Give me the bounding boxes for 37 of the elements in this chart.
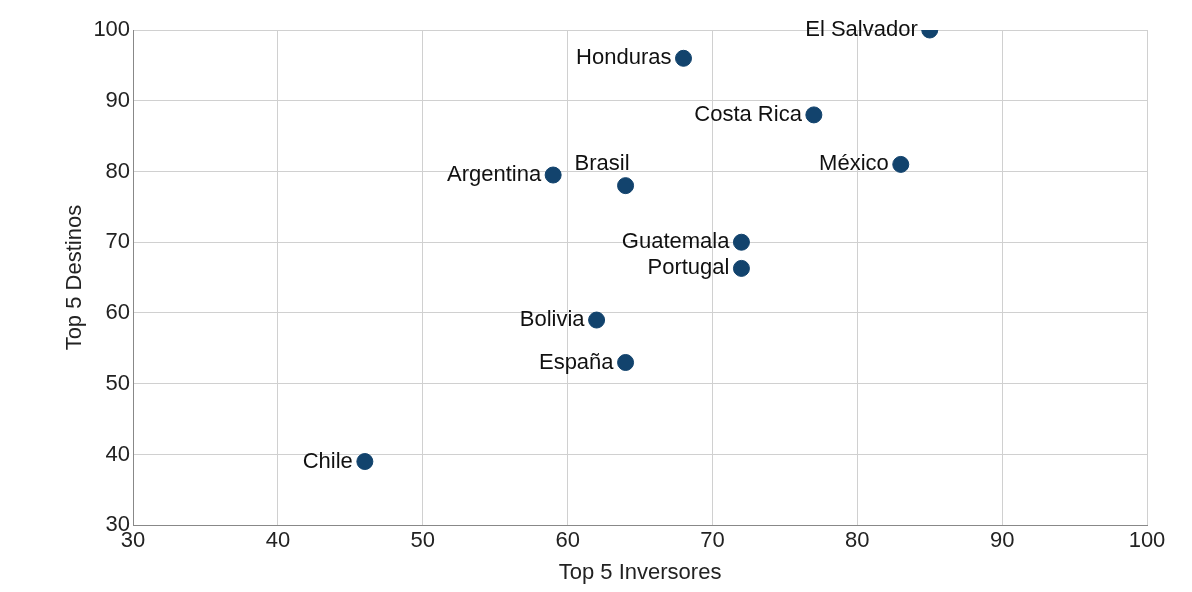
point (617, 353, 635, 371)
x-tick-label: 70 (700, 527, 725, 553)
annotation: Brasil (574, 149, 630, 175)
point (356, 453, 374, 471)
y-tick-label: 80 (105, 157, 131, 183)
annotation: El Salvador (805, 16, 918, 42)
annotation: Honduras (576, 44, 672, 70)
x-tick-label: 50 (410, 527, 436, 553)
x-tick-label: 100 (1128, 527, 1166, 553)
point (588, 311, 606, 329)
x-axis-title: Top 5 Inversores (558, 558, 722, 584)
annotation: Chile (302, 447, 353, 473)
y-tick-label: 40 (105, 440, 131, 466)
annotation: Argentina (446, 161, 542, 187)
y-tick-label: 100 (93, 16, 131, 42)
annotation: México (819, 150, 889, 176)
x-tick-label: 90 (989, 527, 1015, 553)
point (805, 106, 823, 124)
x-tick-label: 80 (845, 527, 870, 553)
y-tick-label: 90 (105, 86, 131, 112)
y-tick-label: 70 (105, 228, 131, 254)
y-tick-label: 50 (105, 369, 131, 395)
point (732, 233, 750, 251)
point (892, 155, 910, 173)
point (544, 166, 562, 184)
annotation: Portugal (647, 254, 730, 280)
y-tick-label: 60 (105, 299, 131, 325)
x-tick-label: 40 (265, 527, 291, 553)
annotation: Bolivia (519, 306, 586, 332)
annotation: Guatemala (621, 228, 731, 254)
point (617, 177, 635, 195)
annotation: Costa Rica (694, 100, 803, 126)
annotation: España (538, 348, 615, 374)
point (675, 49, 693, 67)
point (732, 259, 750, 277)
x-tick-label: 60 (555, 527, 580, 553)
y-axis-title: Top 5 Destinos (61, 204, 87, 351)
